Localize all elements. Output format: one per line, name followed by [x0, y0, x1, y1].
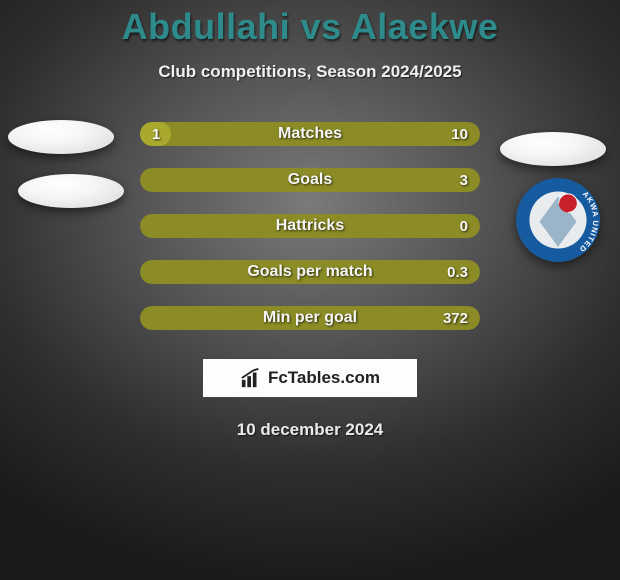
bar-label: Goals per match — [140, 260, 480, 284]
stat-bar: Matches1 10 — [140, 122, 480, 146]
player-right-badge-wrap: AKWA UNITED — [516, 178, 600, 262]
bar-value-right: 0 — [448, 214, 480, 238]
bar-value-left: 1 — [140, 122, 172, 146]
subtitle: Club competitions, Season 2024/2025 — [0, 62, 620, 82]
bar-value-right: 372 — [431, 306, 480, 330]
footer-logo-box[interactable]: FcTables.com — [202, 358, 418, 398]
player-right-placeholder — [500, 132, 606, 166]
stat-bar: Goals per match0.3 — [140, 260, 480, 284]
club-badge: AKWA UNITED — [516, 178, 600, 262]
player-left-placeholder-1 — [8, 120, 114, 154]
page-title: Abdullahi vs Alaekwe — [0, 0, 620, 48]
bar-label: Goals — [140, 168, 480, 192]
club-badge-svg: AKWA UNITED — [516, 178, 600, 262]
bar-value-right: 3 — [448, 168, 480, 192]
bar-label: Hattricks — [140, 214, 480, 238]
stat-bar: Hattricks0 — [140, 214, 480, 238]
stat-bar: Min per goal372 — [140, 306, 480, 330]
bar-label: Matches — [140, 122, 480, 146]
bar-value-right: 0.3 — [435, 260, 480, 284]
comparison-card: Abdullahi vs Alaekwe Club competitions, … — [0, 0, 620, 580]
player-left-placeholder-2 — [18, 174, 124, 208]
bar-label: Min per goal — [140, 306, 480, 330]
bars-icon — [240, 367, 262, 389]
stat-bar: Goals3 — [140, 168, 480, 192]
bar-value-right: 10 — [439, 122, 480, 146]
footer-logo-text: FcTables.com — [268, 368, 380, 388]
date-text: 10 december 2024 — [0, 420, 620, 440]
